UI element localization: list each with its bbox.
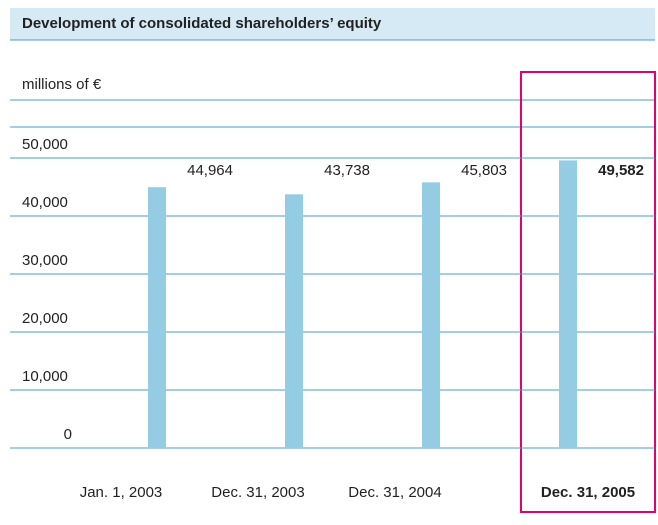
x-tick-label: Dec. 31, 2005 [541, 484, 635, 501]
y-tick-label: 10,000 [22, 368, 68, 385]
bar [422, 182, 440, 449]
value-label: 44,964 [187, 162, 233, 179]
value-label: 43,738 [324, 162, 370, 179]
y-tick-label: 20,000 [22, 310, 68, 327]
x-tick-label: Dec. 31, 2003 [211, 484, 304, 501]
x-tick-label: Dec. 31, 2004 [348, 484, 441, 501]
value-label: 45,803 [461, 162, 507, 179]
y-tick-label: 0 [64, 426, 72, 443]
y-axis-label: millions of € [22, 76, 102, 93]
bar [285, 194, 303, 448]
chart-title: Development of consolidated shareholders… [22, 15, 382, 32]
highlight-box [520, 71, 656, 513]
y-tick-label: 40,000 [22, 194, 68, 211]
value-label: 49,582 [598, 162, 644, 179]
header-band [10, 8, 655, 40]
y-tick-label: 50,000 [22, 136, 68, 153]
x-tick-label: Jan. 1, 2003 [80, 484, 163, 501]
y-tick-label: 30,000 [22, 252, 68, 269]
bar [148, 187, 166, 448]
bar [559, 160, 577, 449]
